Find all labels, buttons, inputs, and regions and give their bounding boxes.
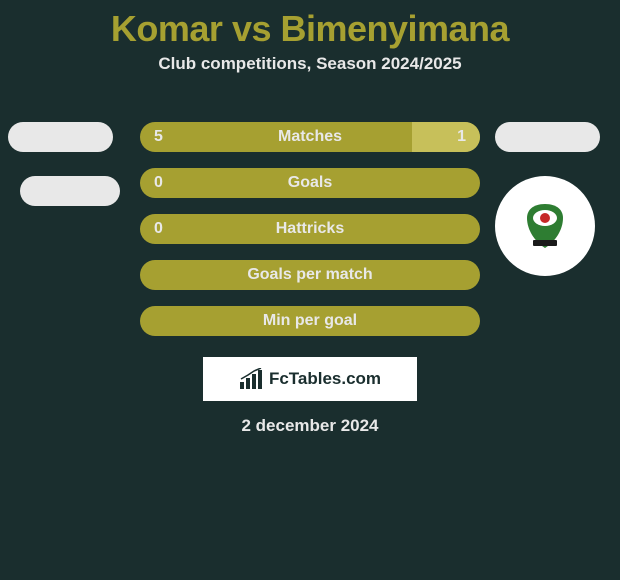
stat-row: Hattricks0 (140, 214, 480, 244)
subtitle: Club competitions, Season 2024/2025 (0, 54, 620, 74)
stat-val-left: 5 (154, 122, 163, 152)
stat-val-right: 1 (457, 122, 466, 152)
stat-label: Goals (140, 168, 480, 198)
stat-label: Matches (140, 122, 480, 152)
brand-box: FcTables.com (202, 356, 418, 402)
stat-row: Matches5 1 (140, 122, 480, 152)
stat-row: Min per goal (140, 306, 480, 336)
brand-label: FcTables.com (269, 369, 381, 389)
comparison-infographic: Komar vs Bimenyimana Club competitions, … (0, 0, 620, 580)
stat-val-left: 0 (154, 214, 163, 244)
stat-row: Goals per match (140, 260, 480, 290)
stat-val-left: 0 (154, 168, 163, 198)
chart-icon (239, 368, 263, 390)
stat-label: Hattricks (140, 214, 480, 244)
date-label: 2 december 2024 (0, 416, 620, 436)
stat-label: Min per goal (140, 306, 480, 336)
stat-row: Goals0 (140, 168, 480, 198)
stat-label: Goals per match (140, 260, 480, 290)
page-title: Komar vs Bimenyimana (0, 0, 620, 50)
stat-rows: Matches51Goals0Hattricks0Goals per match… (0, 122, 620, 352)
